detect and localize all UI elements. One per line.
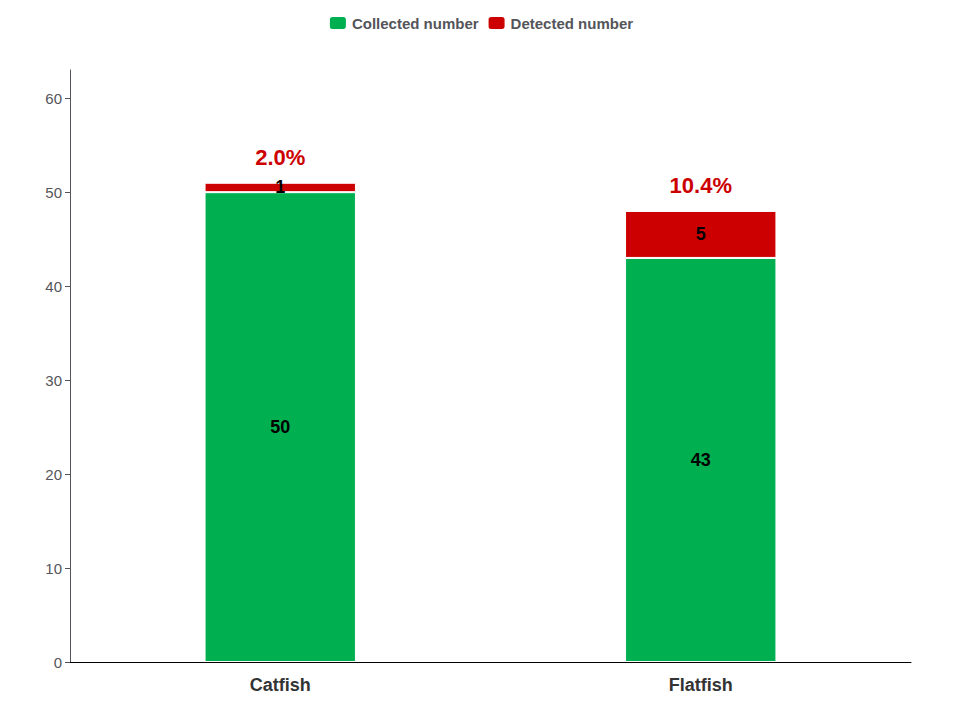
svg-text:1: 1 <box>275 177 285 197</box>
svg-text:2.0%: 2.0% <box>255 145 305 170</box>
svg-text:0: 0 <box>54 654 62 671</box>
svg-text:Detected number: Detected number <box>511 15 634 32</box>
svg-text:50: 50 <box>270 417 290 437</box>
svg-text:40: 40 <box>45 278 62 295</box>
svg-text:30: 30 <box>45 372 62 389</box>
svg-text:Catfish: Catfish <box>250 675 311 695</box>
svg-text:Flatfish: Flatfish <box>669 675 733 695</box>
svg-text:Collected number: Collected number <box>352 15 479 32</box>
svg-text:20: 20 <box>45 466 62 483</box>
svg-text:10: 10 <box>45 560 62 577</box>
svg-text:5: 5 <box>696 224 706 244</box>
svg-text:43: 43 <box>691 450 711 470</box>
svg-text:60: 60 <box>45 90 62 107</box>
svg-text:50: 50 <box>45 184 62 201</box>
svg-text:10.4%: 10.4% <box>670 173 732 198</box>
